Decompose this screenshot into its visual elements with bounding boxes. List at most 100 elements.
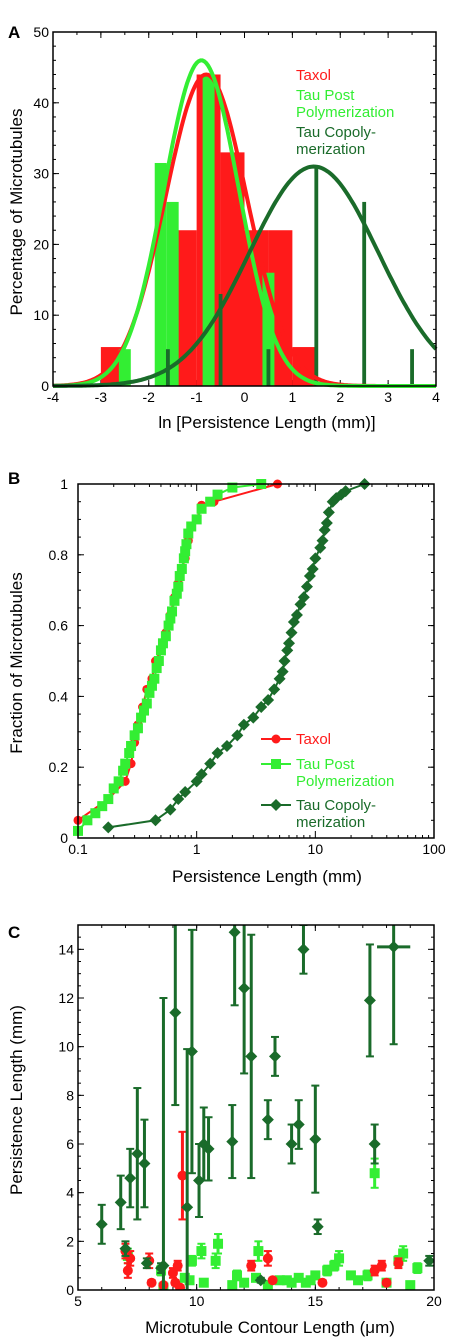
panel-b-point-tau-post-polymerization [174, 571, 185, 582]
panel-b-xtick-label: 10 [308, 841, 324, 857]
panel-b-ytick-label: 0.6 [49, 618, 69, 634]
panel-b-point-tau-copolymerization [268, 683, 281, 696]
panel-a-xtick-label: -2 [143, 389, 156, 405]
panel-b-legend-taupost-1: Tau Post [296, 756, 355, 773]
panel-a-xtick-label: 3 [384, 389, 392, 405]
panel-b-point-tau-copolymerization [255, 701, 268, 714]
panel-b-ytick-label: 0.2 [49, 759, 69, 775]
panel-c-xtick-label: 10 [189, 1293, 205, 1309]
panel-c-point-tau-post-polymerization [322, 1265, 333, 1276]
panel-b-point-tau-post-polymerization [90, 808, 101, 819]
panel-c-point-tau-copolymerization [285, 1138, 298, 1150]
panel-c-point-tau-copolymerization [368, 1138, 381, 1150]
panel-b-point-tau-post-polymerization [183, 528, 194, 539]
panel-b-point-tau-post-polymerization [153, 656, 164, 666]
panel-b-point-tau-copolymerization [179, 785, 192, 798]
panel-c-point-tau-copolymerization [157, 1259, 170, 1272]
panel-c-point-tau-post-polymerization [353, 1275, 364, 1286]
panel-c-ytick-label: 14 [58, 941, 74, 957]
panel-b-point-tau-copolymerization [290, 608, 303, 621]
panel-a-xlabel: ln [Persistence Length (mm)] [158, 413, 375, 432]
panel-c-point-tau-post-polymerization [412, 1263, 423, 1274]
panel-b-legend-taxol: Taxol [296, 731, 331, 748]
panel-c-point-tau-copolymerization [95, 1218, 108, 1231]
panel-b-point-tau-post-polymerization [196, 503, 207, 514]
panel-b-point-tau-post-polymerization [151, 663, 162, 674]
panel-b-ytick-label: 0.8 [49, 547, 69, 563]
panel-c-ylabel: Persistence Length (mm) [7, 1005, 26, 1195]
panel-b-ytick-label: 0 [60, 830, 68, 846]
panel-a-xtick-label: 1 [288, 389, 296, 405]
panel-c-point-tau-copolymerization [268, 1050, 281, 1063]
panel-a-bar-tau-post-polymerization [118, 349, 131, 386]
panel-b-point-tau-post-polymerization [146, 680, 157, 691]
panel-c-point-taxol [172, 1260, 183, 1271]
panel-c-point-tau-post-polymerization [329, 1260, 340, 1271]
panel-c-point-tau-copolymerization [114, 1196, 127, 1209]
panel-b-xtick-label: 1 [193, 841, 201, 857]
panel-a-xtick-label: -3 [95, 389, 108, 405]
panel-b-point-tau-post-polymerization [176, 563, 187, 574]
panel-a-bar-taxol [220, 152, 245, 386]
panel-a-fit-tau-copolymerization [53, 164, 438, 388]
panel-b-point-tau-copolymerization [278, 655, 291, 667]
panel-c-point-tau-post-polymerization [232, 1270, 243, 1281]
panel-b-point-tau-copolymerization [164, 803, 177, 816]
panel-c-point-tau-post-polymerization [198, 1277, 209, 1288]
panel-a-ytick-label: 50 [33, 24, 49, 40]
panel-a-bar-tau-copolymerization [410, 349, 414, 386]
panel-a-bar-tau-post-polymerization [202, 74, 215, 386]
panel-b-point-tau-post-polymerization [167, 606, 178, 617]
panel-a-bar-tau-copolymerization [266, 349, 271, 386]
panel-a-xtick-label: 0 [241, 389, 249, 405]
panel-a-bar-tau-copolymerization [362, 201, 367, 386]
panel-c-point-tau-post-polymerization [262, 1280, 273, 1290]
panel-c-ytick-label: 8 [66, 1087, 74, 1103]
panel-b-point-tau-post-polymerization [160, 631, 171, 642]
panel-a-legend: Taxol Tau Post Polymerization Tau Copoly… [296, 67, 394, 158]
panel-b-xlabel: Persistence Length (mm) [172, 867, 362, 886]
panel-b-point-tau-post-polymerization [178, 553, 189, 564]
panel-c-point-tau-post-polymerization [369, 1168, 380, 1179]
panel-c-point-taxol [369, 1265, 380, 1276]
panel-c-ytick-label: 12 [58, 990, 74, 1006]
panel-c-point-tau-post-polymerization [239, 1277, 250, 1288]
panel-b-point-tau-post-polymerization [136, 712, 147, 723]
plot-b: 0.1 1 10 100 0 0.2 0.4 0.6 0.8 1 [49, 476, 446, 857]
panel-b-point-tau-post-polymerization [129, 730, 140, 741]
panel-b-point-tau-copolymerization [172, 793, 185, 806]
panel-b-legend-taxol-marker [271, 734, 281, 744]
panel-b-point-tau-copolymerization [262, 693, 275, 706]
panel-c-point-tau-post-polymerization [398, 1248, 409, 1259]
panel-b-frame [77, 483, 435, 839]
panel-b-point-tau-post-polymerization [180, 546, 191, 557]
panel-a-ytick-label: 40 [33, 95, 49, 111]
panel-c-point-taxol [393, 1258, 404, 1269]
panel-b-ytick-label: 1 [60, 476, 68, 492]
panel-a-legend-taupost-1: Tau Post [296, 87, 355, 104]
panel-c-point-taxol [246, 1260, 257, 1271]
panel-b-point-tau-post-polymerization [108, 783, 119, 794]
panel-c-point-taxol [175, 1282, 186, 1290]
panel-b-point-tau-post-polymerization [126, 740, 137, 751]
panel-b-point-tau-post-polymerization [149, 673, 160, 684]
panel-b-point-tau-copolymerization [276, 665, 289, 678]
panel-c-point-taxol [262, 1253, 273, 1264]
panel-a-ytick-label: 20 [33, 236, 49, 252]
panel-c-point-tau-copolymerization [261, 1113, 274, 1126]
panel-a-letter: A [8, 23, 20, 42]
panel-b-legend-taucopoly-marker [270, 799, 282, 811]
panel-b-point-tau-post-polymerization [82, 815, 93, 826]
panel-b-point-tau-post-polymerization [163, 620, 174, 631]
panel-a-legend-taucopoly-2: merization [296, 141, 365, 158]
panel-c-point-tau-copolymerization [202, 1142, 215, 1155]
panel-a-ytick-label: 0 [41, 378, 49, 394]
panel-b-point-tau-copolymerization [211, 747, 224, 760]
panel-a-bar-tau-post-polymerization [262, 272, 275, 386]
panel-c-point-taxol [381, 1277, 392, 1288]
panel-c-point-tau-post-polymerization [227, 1280, 238, 1290]
panel-b-xtick-label: 100 [422, 841, 446, 857]
panel-b-line-taxol [77, 483, 278, 822]
panel-c-point-tau-post-polymerization [293, 1272, 304, 1283]
panel-b-point-tau-post-polymerization [141, 698, 152, 709]
